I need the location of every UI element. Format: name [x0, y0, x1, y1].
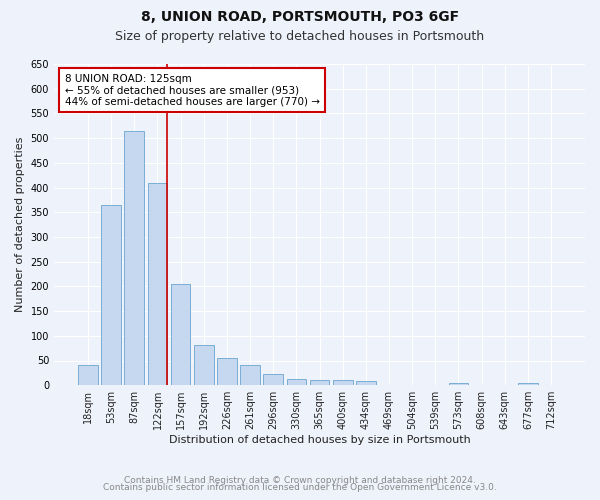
Bar [333, 380, 353, 385]
Bar [240, 366, 260, 385]
Bar [449, 382, 468, 385]
Y-axis label: Number of detached properties: Number of detached properties [15, 137, 25, 312]
Bar [101, 205, 121, 385]
Bar [78, 366, 98, 385]
Bar [356, 382, 376, 385]
Text: 8 UNION ROAD: 125sqm
← 55% of detached houses are smaller (953)
44% of semi-deta: 8 UNION ROAD: 125sqm ← 55% of detached h… [65, 74, 320, 107]
Text: 8, UNION ROAD, PORTSMOUTH, PO3 6GF: 8, UNION ROAD, PORTSMOUTH, PO3 6GF [141, 10, 459, 24]
Text: Contains public sector information licensed under the Open Government Licence v3: Contains public sector information licen… [103, 484, 497, 492]
Bar [217, 358, 237, 385]
Bar [310, 380, 329, 385]
X-axis label: Distribution of detached houses by size in Portsmouth: Distribution of detached houses by size … [169, 435, 470, 445]
Bar [287, 380, 306, 385]
Bar [194, 344, 214, 385]
Bar [171, 284, 190, 385]
Bar [124, 130, 144, 385]
Bar [518, 382, 538, 385]
Bar [263, 374, 283, 385]
Bar [148, 182, 167, 385]
Text: Size of property relative to detached houses in Portsmouth: Size of property relative to detached ho… [115, 30, 485, 43]
Text: Contains HM Land Registry data © Crown copyright and database right 2024.: Contains HM Land Registry data © Crown c… [124, 476, 476, 485]
